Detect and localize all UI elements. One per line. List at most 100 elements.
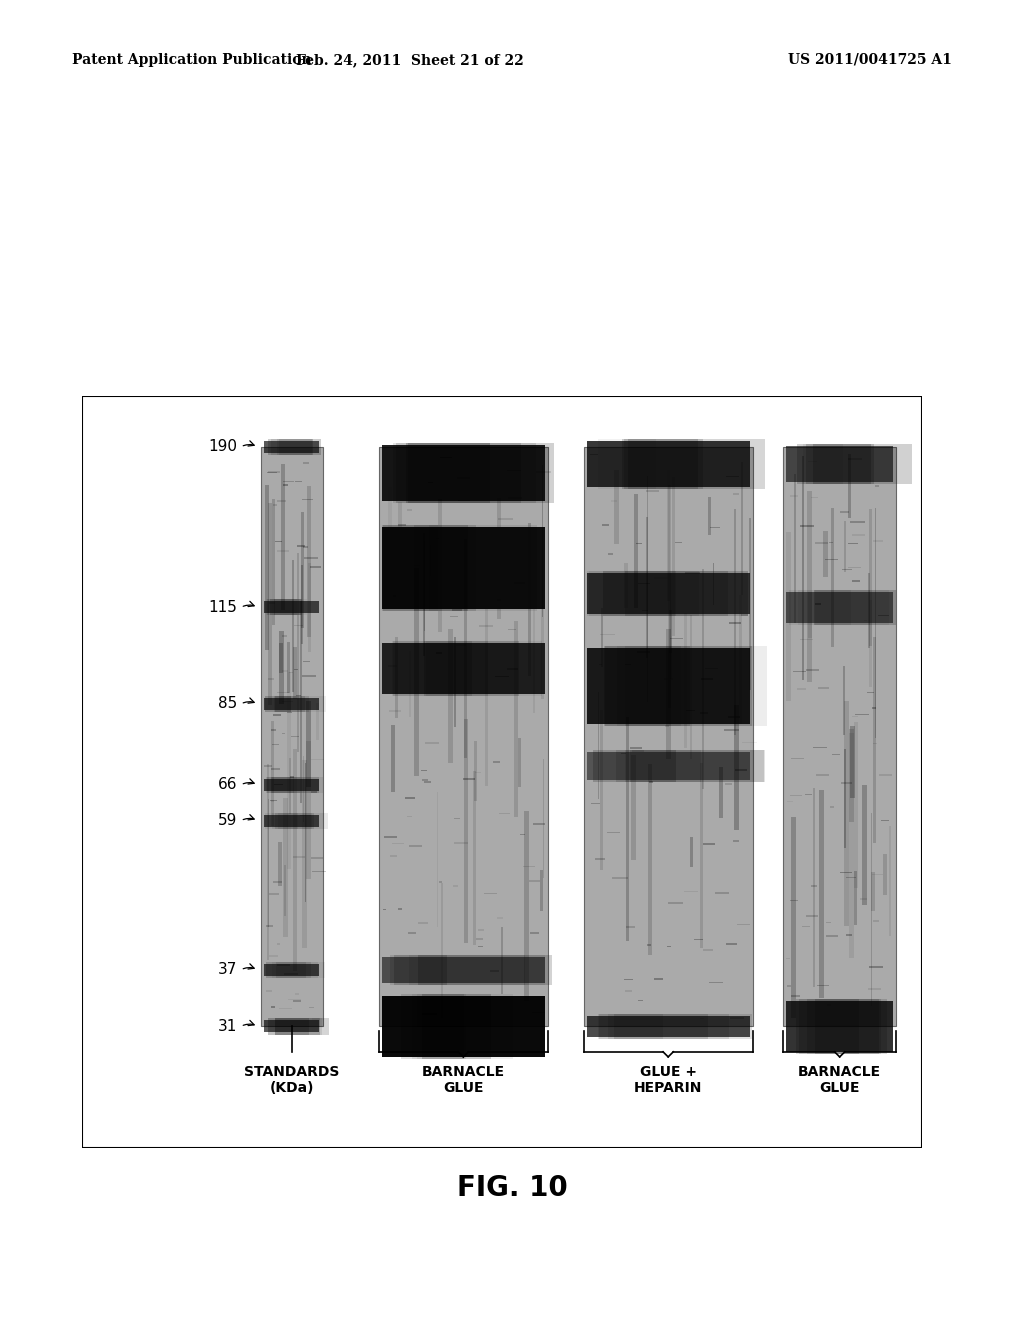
Bar bbox=[261, 447, 323, 1027]
Bar bbox=[267, 776, 300, 793]
Bar bbox=[592, 803, 600, 804]
Bar bbox=[288, 643, 290, 693]
Bar bbox=[842, 569, 852, 570]
Bar bbox=[852, 579, 859, 582]
Bar bbox=[415, 568, 419, 776]
Bar bbox=[418, 923, 428, 924]
Bar bbox=[642, 610, 648, 611]
Bar bbox=[289, 758, 291, 814]
Bar bbox=[628, 440, 765, 488]
Bar bbox=[670, 638, 683, 639]
Text: 115: 115 bbox=[209, 599, 238, 615]
Bar bbox=[612, 876, 628, 879]
Bar bbox=[268, 1018, 322, 1035]
Bar bbox=[690, 615, 691, 759]
Bar bbox=[534, 824, 545, 825]
Bar bbox=[274, 813, 313, 829]
Bar bbox=[880, 775, 892, 776]
Bar bbox=[497, 498, 501, 619]
Bar bbox=[684, 612, 687, 748]
Bar bbox=[792, 758, 804, 759]
Bar bbox=[524, 812, 528, 1002]
Text: Patent Application Publication: Patent Application Publication bbox=[72, 53, 311, 67]
Bar bbox=[267, 678, 274, 680]
Bar bbox=[807, 669, 819, 671]
Bar bbox=[733, 494, 739, 495]
Bar bbox=[397, 524, 406, 525]
Bar bbox=[646, 490, 658, 492]
Bar bbox=[290, 776, 295, 777]
Bar bbox=[276, 500, 287, 502]
Bar bbox=[395, 638, 397, 718]
Bar bbox=[478, 929, 484, 931]
Bar bbox=[843, 665, 845, 735]
Bar bbox=[264, 1020, 319, 1032]
Bar bbox=[665, 725, 670, 727]
Bar bbox=[826, 921, 830, 924]
Bar bbox=[478, 945, 483, 948]
Bar bbox=[272, 882, 282, 883]
Bar bbox=[300, 602, 302, 804]
Bar bbox=[788, 590, 851, 624]
Bar bbox=[869, 599, 872, 686]
Bar bbox=[300, 814, 311, 817]
Bar bbox=[490, 970, 499, 972]
Bar bbox=[819, 789, 824, 998]
Bar bbox=[883, 854, 887, 895]
Bar bbox=[279, 643, 283, 673]
Bar bbox=[739, 595, 742, 723]
Bar bbox=[786, 958, 791, 960]
Bar bbox=[600, 710, 603, 870]
Bar bbox=[424, 533, 425, 656]
Bar bbox=[826, 1005, 830, 1006]
Bar bbox=[814, 603, 821, 605]
Bar bbox=[494, 762, 500, 763]
Bar bbox=[295, 480, 302, 482]
Bar bbox=[303, 546, 308, 548]
Bar bbox=[269, 894, 280, 895]
Bar bbox=[873, 636, 877, 842]
Bar bbox=[813, 747, 827, 748]
Bar bbox=[423, 1012, 436, 1015]
Bar bbox=[889, 826, 891, 936]
Bar bbox=[808, 461, 817, 462]
Text: 37: 37 bbox=[218, 962, 238, 977]
Bar bbox=[531, 1012, 545, 1014]
Bar bbox=[409, 956, 545, 985]
Bar bbox=[710, 527, 720, 528]
Bar bbox=[638, 582, 650, 585]
Bar bbox=[528, 523, 531, 676]
Bar bbox=[293, 1001, 301, 1002]
Bar bbox=[264, 696, 291, 711]
Bar bbox=[275, 962, 305, 978]
Bar bbox=[791, 795, 802, 796]
Bar bbox=[309, 1007, 313, 1008]
Bar bbox=[271, 743, 280, 744]
Bar bbox=[536, 471, 551, 473]
Bar bbox=[310, 791, 317, 792]
Bar bbox=[799, 999, 887, 1053]
Bar bbox=[297, 545, 304, 546]
Bar bbox=[701, 678, 713, 680]
Bar bbox=[457, 644, 466, 645]
Bar bbox=[268, 503, 272, 705]
Bar bbox=[271, 768, 280, 770]
Bar bbox=[464, 540, 467, 759]
Bar bbox=[647, 944, 651, 946]
Bar bbox=[742, 742, 757, 743]
Bar bbox=[408, 816, 412, 817]
Bar bbox=[608, 553, 613, 554]
Bar bbox=[279, 813, 328, 829]
Bar bbox=[272, 714, 282, 715]
Bar bbox=[587, 573, 750, 614]
Bar bbox=[464, 777, 474, 780]
Bar bbox=[675, 543, 682, 544]
Bar bbox=[272, 962, 325, 978]
Bar bbox=[294, 669, 298, 671]
Bar bbox=[848, 543, 858, 544]
Bar bbox=[273, 784, 283, 785]
Bar bbox=[479, 626, 494, 627]
Bar bbox=[802, 925, 810, 927]
Bar bbox=[791, 995, 800, 997]
Bar bbox=[274, 1018, 319, 1035]
